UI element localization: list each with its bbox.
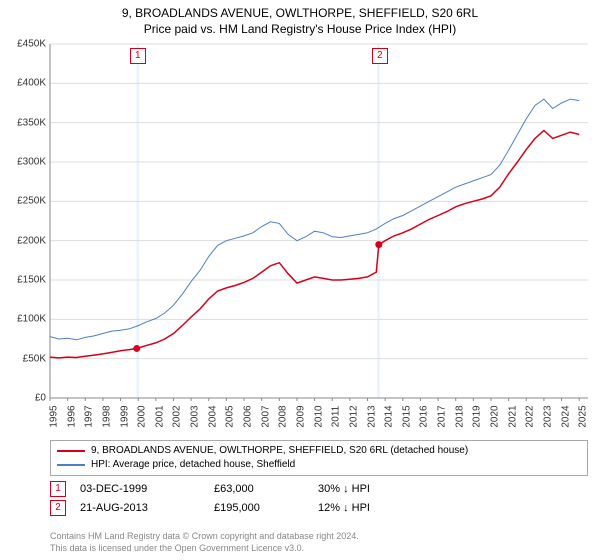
transaction-row: 1 03-DEC-1999 £63,000 30% ↓ HPI xyxy=(50,481,588,497)
x-axis-label: 2004 xyxy=(202,401,216,424)
transaction-flag: 2 xyxy=(50,500,66,516)
x-axis-label: 2020 xyxy=(484,401,498,424)
x-axis-label: 1997 xyxy=(78,401,92,424)
legend-label: HPI: Average price, detached house, Shef… xyxy=(91,458,295,472)
y-axis-label: £300K xyxy=(17,157,50,168)
x-axis-label: 1998 xyxy=(96,401,110,424)
y-axis-label: £250K xyxy=(17,196,50,207)
x-axis-label: 2001 xyxy=(149,401,163,424)
x-axis-label: 2017 xyxy=(431,401,445,424)
x-axis-label: 2013 xyxy=(361,401,375,424)
attribution: Contains HM Land Registry data © Crown c… xyxy=(50,530,588,554)
legend-swatch xyxy=(57,450,85,452)
x-axis-label: 2015 xyxy=(396,401,410,424)
x-axis-label: 2010 xyxy=(308,401,322,424)
attribution-line: This data is licensed under the Open Gov… xyxy=(50,542,588,554)
x-axis-label: 1995 xyxy=(43,401,57,424)
x-axis-label: 2014 xyxy=(378,401,392,424)
y-axis-label: £400K xyxy=(17,78,50,89)
y-axis-label: £100K xyxy=(17,314,50,325)
x-axis-label: 2018 xyxy=(449,401,463,424)
x-axis-label: 2012 xyxy=(343,401,357,424)
transaction-flag: 1 xyxy=(50,481,66,497)
x-axis-label: 2000 xyxy=(131,401,145,424)
price-chart: £0£50K£100K£150K£200K£250K£300K£350K£400… xyxy=(50,44,588,398)
transaction-diff: 12% ↓ HPI xyxy=(318,502,408,514)
x-axis-label: 2019 xyxy=(466,401,480,424)
x-axis-label: 2025 xyxy=(572,401,586,424)
transaction-flag: 2 xyxy=(372,48,388,64)
y-axis-label: £50K xyxy=(23,353,50,364)
title-subtitle: Price paid vs. HM Land Registry's House … xyxy=(8,22,592,36)
x-axis-label: 2009 xyxy=(290,401,304,424)
x-axis-label: 2002 xyxy=(166,401,180,424)
y-axis-label: £350K xyxy=(17,117,50,128)
x-axis-label: 2003 xyxy=(184,401,198,424)
transaction-date: 21-AUG-2013 xyxy=(80,502,200,514)
legend: 9, BROADLANDS AVENUE, OWLTHORPE, SHEFFIE… xyxy=(50,440,588,476)
x-axis-label: 1996 xyxy=(61,401,75,424)
transaction-date: 03-DEC-1999 xyxy=(80,483,200,495)
x-axis-label: 2023 xyxy=(537,401,551,424)
x-axis-label: 2016 xyxy=(413,401,427,424)
x-axis-label: 2011 xyxy=(325,401,339,424)
y-axis-label: £200K xyxy=(17,235,50,246)
x-axis-label: 2021 xyxy=(502,401,516,424)
x-axis-label: 2024 xyxy=(555,401,569,424)
transactions: 1 03-DEC-1999 £63,000 30% ↓ HPI 2 21-AUG-2013… xyxy=(50,478,588,519)
chart-svg xyxy=(50,44,588,398)
transaction-flag: 1 xyxy=(130,48,146,64)
x-axis-label: 2022 xyxy=(519,401,533,424)
x-axis-label: 2007 xyxy=(255,401,269,424)
transaction-diff: 30% ↓ HPI xyxy=(318,483,408,495)
y-axis-label: £450K xyxy=(17,39,50,50)
legend-label: 9, BROADLANDS AVENUE, OWLTHORPE, SHEFFIE… xyxy=(91,444,468,458)
legend-swatch xyxy=(57,464,85,466)
x-axis-label: 2008 xyxy=(272,401,286,424)
title-address: 9, BROADLANDS AVENUE, OWLTHORPE, SHEFFIE… xyxy=(8,6,592,20)
x-axis-label: 2005 xyxy=(219,401,233,424)
x-axis-label: 2006 xyxy=(237,401,251,424)
transaction-price: £195,000 xyxy=(214,502,304,514)
transaction-row: 2 21-AUG-2013 £195,000 12% ↓ HPI xyxy=(50,500,588,516)
x-axis-label: 1999 xyxy=(114,401,128,424)
legend-row: HPI: Average price, detached house, Shef… xyxy=(57,458,581,472)
transaction-price: £63,000 xyxy=(214,483,304,495)
legend-row: 9, BROADLANDS AVENUE, OWLTHORPE, SHEFFIE… xyxy=(57,444,581,458)
y-axis-label: £150K xyxy=(17,275,50,286)
attribution-line: Contains HM Land Registry data © Crown c… xyxy=(50,530,588,542)
